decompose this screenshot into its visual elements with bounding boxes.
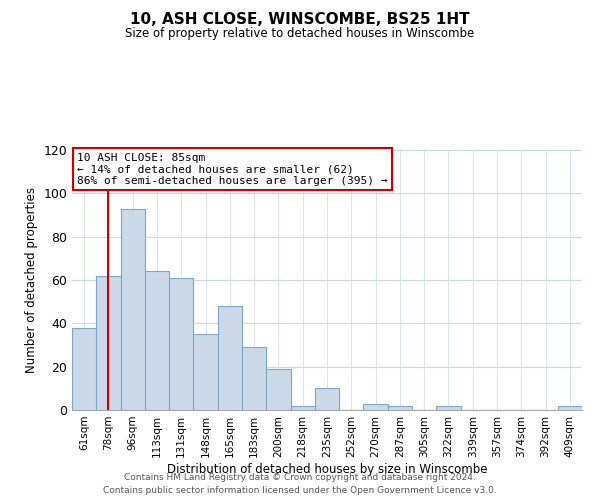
Bar [96,276,121,410]
Bar [266,369,290,410]
Text: 10 ASH CLOSE: 85sqm
← 14% of detached houses are smaller (62)
86% of semi-detach: 10 ASH CLOSE: 85sqm ← 14% of detached ho… [77,152,388,186]
Y-axis label: Number of detached properties: Number of detached properties [25,187,38,373]
Text: 10, ASH CLOSE, WINSCOMBE, BS25 1HT: 10, ASH CLOSE, WINSCOMBE, BS25 1HT [130,12,470,28]
Bar [218,306,242,410]
Bar [121,208,145,410]
Text: Size of property relative to detached houses in Winscombe: Size of property relative to detached ho… [125,28,475,40]
Bar [388,406,412,410]
Bar [290,406,315,410]
Bar [193,334,218,410]
Bar [169,278,193,410]
Bar [145,272,169,410]
Bar [315,388,339,410]
Text: Contains HM Land Registry data © Crown copyright and database right 2024.: Contains HM Land Registry data © Crown c… [124,474,476,482]
Text: Contains public sector information licensed under the Open Government Licence v3: Contains public sector information licen… [103,486,497,495]
Bar [72,328,96,410]
Bar [242,347,266,410]
Bar [364,404,388,410]
Bar [436,406,461,410]
X-axis label: Distribution of detached houses by size in Winscombe: Distribution of detached houses by size … [167,462,487,475]
Bar [558,406,582,410]
